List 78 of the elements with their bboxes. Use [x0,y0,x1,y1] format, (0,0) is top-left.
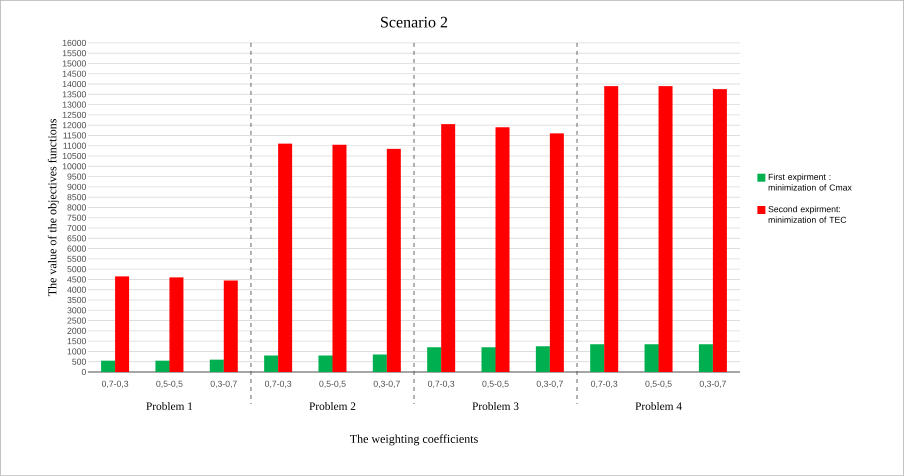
bar [169,277,184,372]
y-tick-label: 14500 [62,70,86,77]
legend-label: Second expirment: minimization of TEC [768,206,846,223]
y-tick-label: 9500 [67,174,86,180]
bar [604,86,618,372]
y-tick-label: 13000 [62,102,86,108]
y-tick-label: 8000 [67,204,86,211]
bar [264,356,278,372]
text: Problem 4 [635,402,682,410]
y-tick-label: 5000 [67,266,86,272]
x-axis-title: The weighting coefficients [350,434,478,446]
bar [210,360,224,372]
y-tick-label: 7000 [67,225,86,232]
bar [644,344,659,372]
x-tick-label: 0,7-0,3 [428,380,454,388]
y-tick-label: 16000 [62,40,86,46]
x-tick-label: 0,3-0,7 [374,380,400,388]
y-tick-label: 11500 [64,132,86,139]
bar [332,144,346,372]
bar [372,354,387,372]
text: Problem 2 [309,402,356,410]
x-tick-label: 0,7-0,3 [102,380,128,388]
bar [115,276,130,372]
bar [386,148,401,372]
y-tick-label: 6500 [67,235,86,242]
bar [101,360,116,372]
bar [427,347,442,372]
y-tick-label: 10000 [62,163,86,170]
x-tick-label: 0,3-0,7 [700,380,726,388]
y-tick-label: 12000 [62,122,86,128]
bar [318,356,332,372]
x-tick-label: 0,7-0,3 [264,380,292,388]
y-tick-label: 2000 [67,328,86,334]
y-tick-label: 15000 [62,60,86,67]
y-tick-label: 3000 [67,307,86,314]
x-tick-label: 0,5-0,5 [156,380,183,388]
text: Problem 3 [472,402,519,410]
bar [496,127,510,372]
y-tick-label: 6000 [67,246,86,252]
bar [712,89,727,372]
y-tick-label: 0 [82,368,86,376]
y-tick-label: 7500 [67,214,86,221]
y-tick-label: 3500 [67,296,86,304]
bar [224,280,238,372]
y-tick-label: 8500 [67,194,86,200]
y-tick-label: 1000 [68,348,86,355]
bar [550,133,564,372]
y-tick-label: 4000 [67,286,86,293]
bar [590,344,604,372]
x-tick-label: 0,5-0,5 [645,380,672,388]
bar [698,344,713,372]
y-axis-title: The value of the objectives functions [48,119,59,296]
y-tick-label: 12500 [62,112,86,118]
bar [482,347,496,372]
y-tick-label: 5500 [67,256,86,262]
y-tick-label: 15500 [62,50,86,56]
x-tick-label: 0,5-0,5 [482,380,509,388]
y-tick-label: 500 [72,358,86,365]
x-tick-label: 0,7-0,3 [591,380,618,388]
bar [536,346,550,372]
chart-title: Scenario 2 [381,16,448,28]
y-tick-label: 10500 [62,153,86,160]
y-tick-label: 4500 [67,276,86,283]
y-tick-label: 14000 [62,81,86,88]
text: Problem 1 [146,402,192,410]
y-tick-label: 9000 [67,184,86,190]
bar [441,124,456,372]
x-tick-label: 0,3-0,7 [536,380,563,388]
y-tick-label: 2500 [67,318,86,324]
x-tick-label: 0,5-0,5 [319,380,346,388]
y-tick-label: 13500 [62,91,86,98]
bar [658,86,673,372]
bar [278,144,292,372]
y-tick-label: 11000 [64,142,86,149]
x-tick-label: 0,3-0,7 [210,380,237,388]
y-tick-label: 1500 [68,338,86,344]
legend-label: First expirment : minimization of Cmax [768,174,852,191]
bar [155,360,170,372]
